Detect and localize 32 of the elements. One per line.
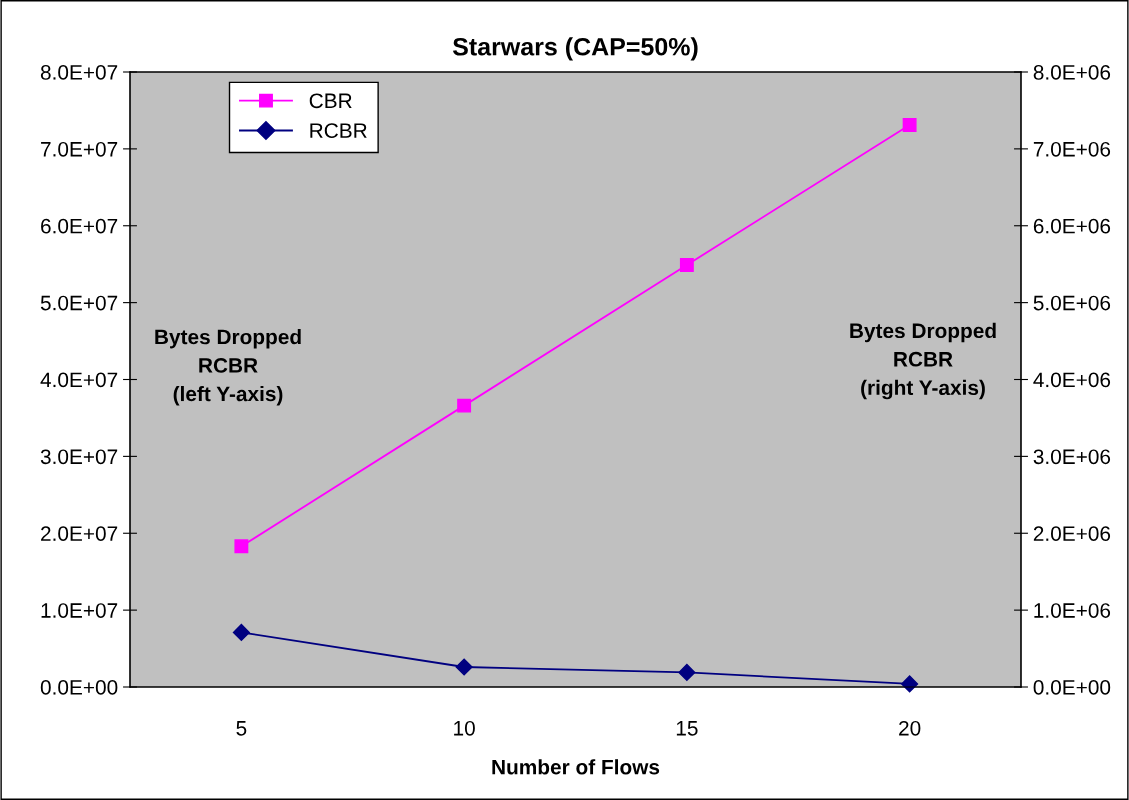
point xyxy=(902,118,917,132)
y-tick-label: 8.0E+07 xyxy=(40,65,118,80)
y-tick-label: 1.0E+07 xyxy=(41,603,118,618)
legend-label: RCBR xyxy=(310,123,367,138)
chart-title: Starwars (CAP=50%) xyxy=(452,37,698,61)
y2-tick-label: 8.0E+06 xyxy=(1033,65,1111,80)
annotation: Bytes Dropped RCBR (left Y-axis) xyxy=(155,329,301,406)
point xyxy=(457,398,472,413)
y2-tick-label: 1.0E+06 xyxy=(1034,603,1111,618)
y2-tick-label: 6.0E+06 xyxy=(1033,218,1111,234)
x-tick-label: 10 xyxy=(454,720,475,736)
legend-label: CBR xyxy=(309,93,352,109)
point xyxy=(234,539,249,554)
y2-tick-label: 4.0E+06 xyxy=(1033,372,1111,388)
y-tick-label: 2.0E+07 xyxy=(41,526,118,541)
x-tick-label: 15 xyxy=(676,721,698,736)
y2-tick-label: 0.0E+00 xyxy=(1033,680,1111,695)
y-tick-label: 4.0E+07 xyxy=(40,372,118,388)
y-tick-label: 5.0E+07 xyxy=(40,295,118,311)
y-tick-label: 6.0E+07 xyxy=(41,218,118,234)
y2-tick-label: 2.0E+06 xyxy=(1033,526,1111,541)
y2-tick-label: 7.0E+06 xyxy=(1033,141,1111,157)
y-tick-label: 7.0E+07 xyxy=(41,141,118,157)
x-tick-label: 20 xyxy=(899,720,921,736)
y-tick-label: 3.0E+07 xyxy=(40,449,118,465)
annotation: Bytes Dropped RCBR (right Y-axis) xyxy=(850,322,996,400)
point xyxy=(679,258,694,272)
y2-tick-label: 3.0E+06 xyxy=(1033,449,1111,465)
x-tick-label: 5 xyxy=(236,721,247,736)
y2-tick-label: 5.0E+06 xyxy=(1033,295,1111,311)
x-axis-title: Number of Flows xyxy=(492,759,660,775)
y-tick-label: 0.0E+00 xyxy=(40,680,118,695)
